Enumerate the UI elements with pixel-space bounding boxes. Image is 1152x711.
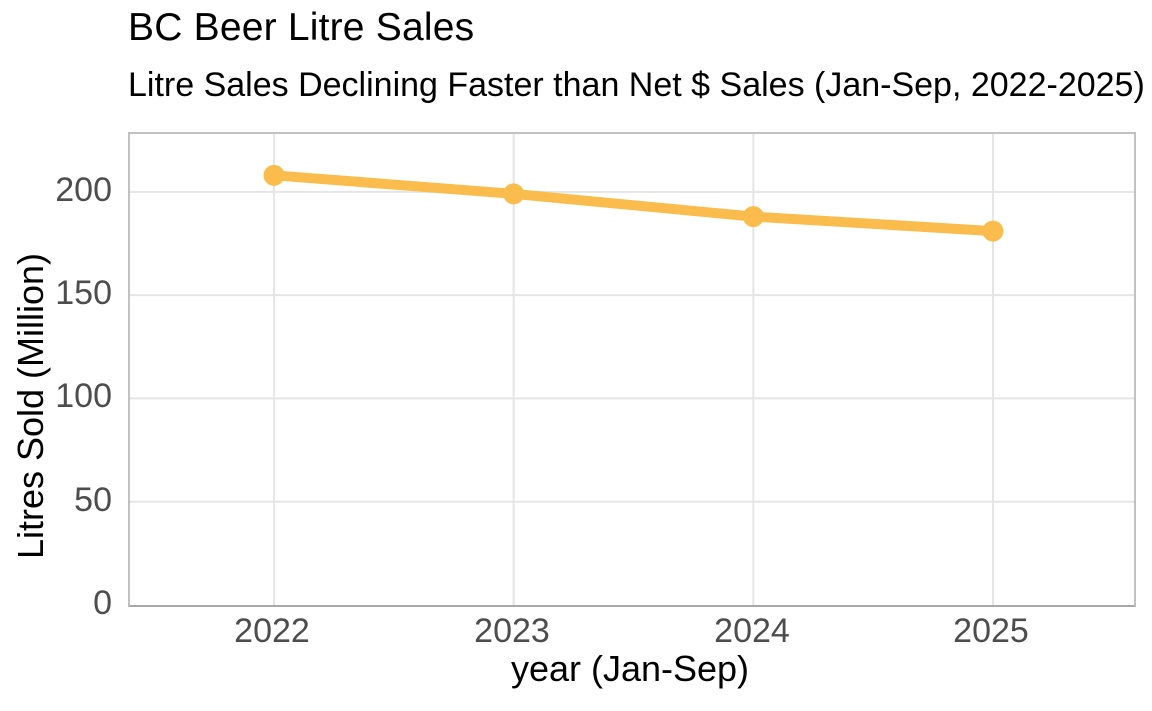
x-axis-title: year (Jan-Sep) — [510, 648, 750, 689]
data-point — [263, 164, 285, 186]
chart-title: BC Beer Litre Sales — [128, 6, 475, 49]
line-plot-svg — [130, 134, 1134, 605]
x-tick-label-2022: 2022 — [234, 612, 310, 650]
data-point — [742, 206, 764, 228]
chart-subtitle: Litre Sales Declining Faster than Net $ … — [128, 66, 1145, 104]
y-tick-label-200: 200 — [55, 171, 112, 209]
x-tick-label-2025: 2025 — [953, 612, 1029, 650]
data-point — [503, 183, 525, 205]
y-tick-label-50: 50 — [74, 481, 112, 519]
y-tick-label-150: 150 — [55, 274, 112, 312]
x-tick-label-2024: 2024 — [714, 612, 790, 650]
series-line — [269, 170, 998, 237]
y-tick-label-0: 0 — [93, 584, 112, 622]
plot-area — [128, 132, 1136, 607]
data-point — [982, 220, 1004, 242]
y-tick-label-100: 100 — [55, 377, 112, 415]
x-tick-label-2023: 2023 — [474, 612, 550, 650]
